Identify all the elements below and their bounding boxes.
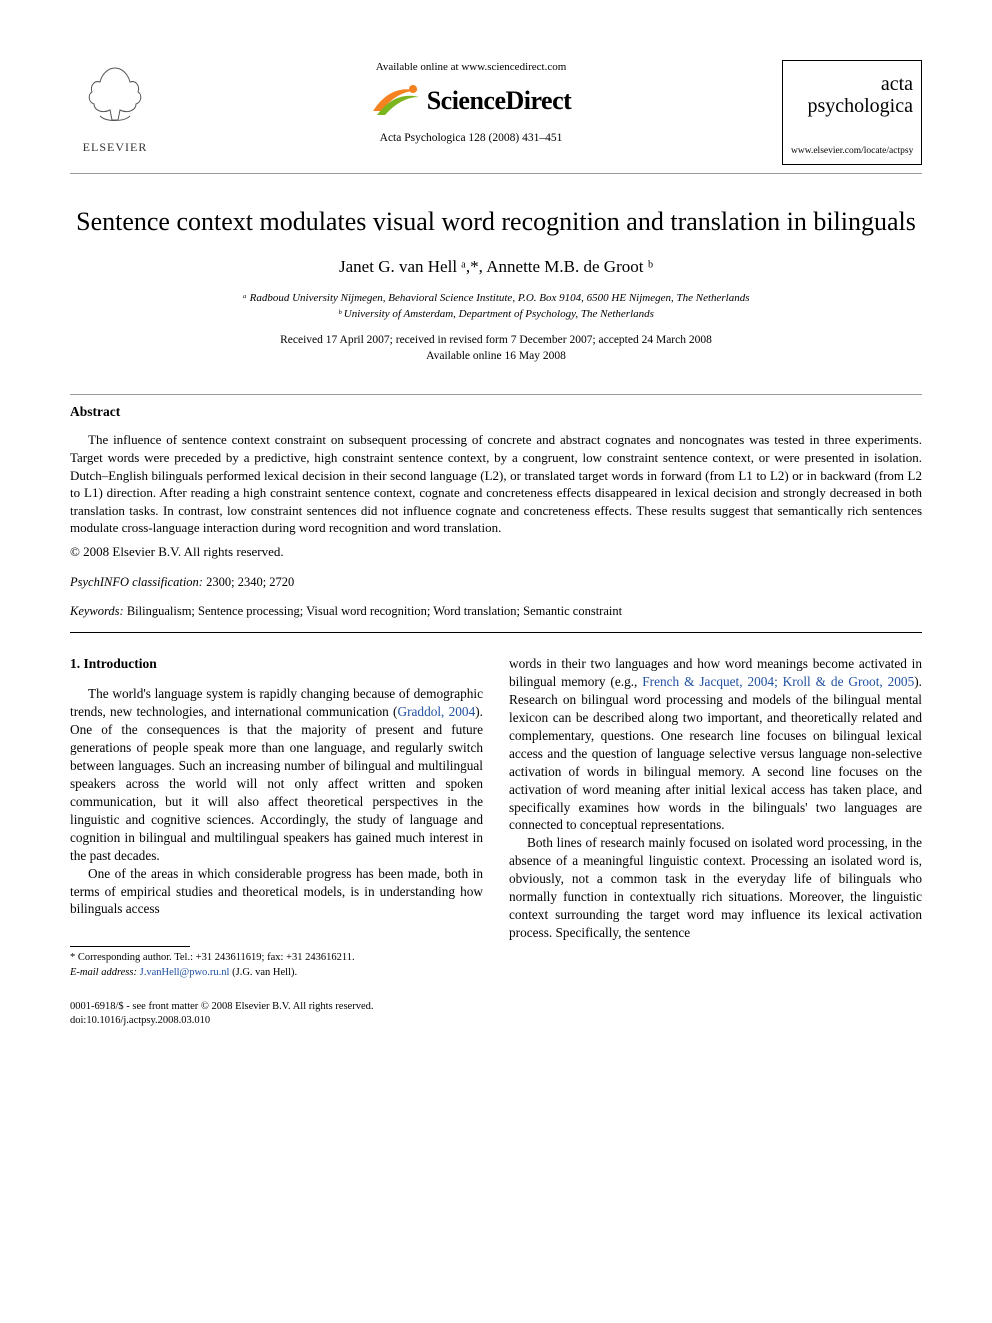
sciencedirect-swoosh-icon [371,81,421,121]
article-title: Sentence context modulates visual word r… [70,206,922,239]
left-column: 1. Introduction The world's language sys… [70,655,483,1028]
citation-graddol-2004[interactable]: Graddol, 2004 [397,704,475,719]
sciencedirect-logo: ScienceDirect [371,81,572,121]
intro-para-1: The world's language system is rapidly c… [70,685,483,864]
keywords-label: Keywords: [70,604,124,618]
footer-line1: 0001-6918/$ - see front matter © 2008 El… [70,1000,483,1014]
intro-para-3: Both lines of research mainly focused on… [509,834,922,942]
sciencedirect-text: ScienceDirect [427,83,572,118]
citation-french-kroll[interactable]: French & Jacquet, 2004; Kroll & de Groot… [642,674,914,689]
footer-line2: doi:10.1016/j.actpsy.2008.03.010 [70,1014,483,1028]
affiliation-b: ᵇ University of Amsterdam, Department of… [70,307,922,322]
journal-box-line1: acta [881,73,913,95]
elsevier-label: ELSEVIER [70,139,160,155]
corresponding-author-footnote: * Corresponding author. Tel.: +31 243611… [70,951,483,979]
intro-p1c-text-b: ). Research on bilingual word processing… [509,674,922,833]
right-column: words in their two languages and how wor… [509,655,922,1028]
abstract-body: The influence of sentence context constr… [70,431,922,536]
intro-para-1-cont: words in their two languages and how wor… [509,655,922,834]
footnote-email[interactable]: J.vanHell@pwo.ru.nl [140,967,230,978]
available-online-text: Available online at www.sciencedirect.co… [180,60,762,75]
online-date: Available online 16 May 2008 [70,348,922,364]
classification-value: 2300; 2340; 2720 [206,575,294,589]
keywords-rule [70,632,922,633]
article-dates: Received 17 April 2007; received in revi… [70,332,922,364]
footnote-separator [70,946,190,947]
footnote-corr: * Corresponding author. Tel.: +31 243611… [70,951,483,965]
footer: 0001-6918/$ - see front matter © 2008 El… [70,1000,483,1028]
keywords-value: Bilingualism; Sentence processing; Visua… [127,604,622,618]
journal-reference: Acta Psychologica 128 (2008) 431–451 [180,131,762,147]
affiliation-a: ᵃ Radboud University Nijmegen, Behaviora… [70,291,922,306]
footnote-email-tail: (J.G. van Hell). [232,967,297,978]
footnote-email-label: E-mail address: [70,967,137,978]
journal-box: acta psychologica www.elsevier.com/locat… [782,60,922,165]
center-header: Available online at www.sciencedirect.co… [160,60,782,146]
introduction-heading: 1. Introduction [70,655,483,673]
affiliations: ᵃ Radboud University Nijmegen, Behaviora… [70,291,922,322]
intro-para-2: One of the areas in which considerable p… [70,865,483,919]
body-columns: 1. Introduction The world's language sys… [70,655,922,1028]
footnote-email-line: E-mail address: J.vanHell@pwo.ru.nl (J.G… [70,966,483,980]
header-rule [70,173,922,174]
authors: Janet G. van Hell ᵃ,*, Annette M.B. de G… [70,256,922,279]
header: ELSEVIER Available online at www.science… [70,60,922,165]
received-date: Received 17 April 2007; received in revi… [70,332,922,348]
classification-label: PsychINFO classification: [70,575,203,589]
abstract-heading: Abstract [70,403,922,421]
elsevier-logo: ELSEVIER [70,60,160,155]
psychinfo-classification: PsychINFO classification: 2300; 2340; 27… [70,574,922,591]
intro-p1-text-b: ). One of the consequences is that the m… [70,704,483,863]
abstract-top-rule [70,394,922,395]
journal-box-title: acta psychologica [791,73,913,117]
elsevier-tree-icon [80,60,150,130]
journal-box-line2: psychologica [807,95,913,117]
abstract-copyright: © 2008 Elsevier B.V. All rights reserved… [70,543,922,561]
journal-url: www.elsevier.com/locate/actpsy [791,145,913,158]
keywords: Keywords: Bilingualism; Sentence process… [70,603,922,620]
